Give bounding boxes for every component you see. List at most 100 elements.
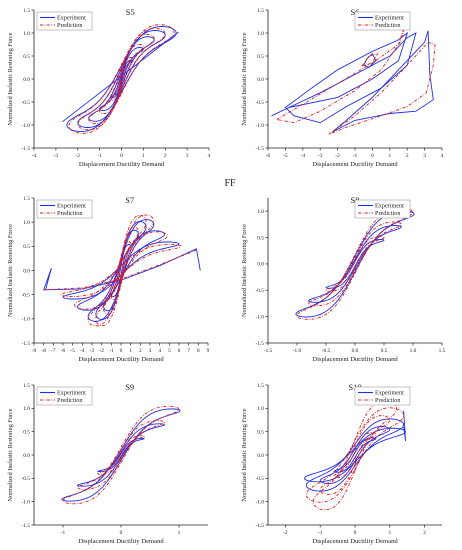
- x-axis-label: Displacement Ductility Demand: [312, 356, 398, 363]
- legend-prediction-label: Prediction: [375, 397, 400, 404]
- legend-prediction-label: Prediction: [57, 210, 82, 217]
- x-axis-label: Displacement Ductility Demand: [312, 538, 398, 545]
- hysteresis-loop: [68, 24, 175, 134]
- hysteresis-loop: [62, 241, 180, 300]
- x-tick-label: -1: [97, 153, 102, 159]
- x-tick-label: 2: [406, 153, 409, 159]
- x-tick-label: 0: [120, 153, 123, 159]
- x-tick-label: 1: [142, 153, 145, 159]
- hysteresis-loop: [296, 207, 414, 320]
- x-tick-label: -0.5: [322, 348, 331, 354]
- x-tick-label: -2: [76, 153, 81, 159]
- y-tick-label: -1.0: [21, 123, 30, 129]
- y-tick-label: -1.5: [255, 341, 264, 347]
- x-tick-label: 1.0: [410, 348, 417, 354]
- series-prediction: [305, 399, 405, 511]
- chart-panel-s5: -4 -3 -2 -1 0 1 2 3 4 -1.5 -1.0 -0.5 0.0 0.5 1.0 1.5 Dis…: [7, 7, 211, 168]
- y-tick-label: 1.5: [23, 196, 30, 202]
- hysteresis-loop: [97, 435, 145, 475]
- panel-label: S9: [125, 382, 134, 392]
- x-tick-label: -5: [70, 348, 75, 354]
- y-tick-label: -1.0: [255, 123, 264, 129]
- y-tick-label: 1.0: [257, 209, 264, 215]
- x-tick-label: -6: [266, 153, 271, 159]
- series-prediction: [296, 207, 414, 320]
- x-axis-label: Displacement Ductility Demand: [79, 161, 165, 168]
- x-tick-label: -1: [61, 530, 66, 536]
- y-tick-label: 0.5: [257, 429, 264, 435]
- x-tick-label: 1.5: [439, 348, 446, 354]
- hysteresis-loop: [61, 408, 181, 502]
- plot-area: [61, 405, 181, 505]
- y-tick-label: -1.5: [21, 146, 30, 152]
- hysteresis-loop: [76, 423, 166, 487]
- y-axis-label: Normalized Inelastic Restoring Force: [7, 32, 14, 125]
- hysteresis-loop: [110, 241, 132, 300]
- plot-area: [62, 24, 179, 134]
- y-axis-label: Normalized Inelastic Restoring Force: [7, 224, 14, 317]
- hysteresis-loop: [325, 239, 385, 289]
- hysteresis-loop: [77, 30, 166, 128]
- series-prediction: [62, 405, 180, 505]
- hysteresis-loop: [77, 420, 165, 490]
- x-tick-label: 4: [158, 348, 161, 354]
- y-tick-label: 1.5: [257, 8, 264, 14]
- x-tick-label: 0: [371, 153, 374, 159]
- x-tick-label: -2: [335, 153, 340, 159]
- legend-prediction-label: Prediction: [57, 22, 82, 29]
- legend-experiment-label: Experiment: [57, 390, 86, 397]
- legend-prediction-label: Prediction: [375, 22, 400, 29]
- x-tick-label: -3: [90, 348, 95, 354]
- legend-experiment-label: Experiment: [57, 15, 86, 22]
- hysteresis-loop: [295, 210, 415, 318]
- hysteresis-loop: [60, 244, 182, 297]
- x-tick-label: -6: [61, 348, 66, 354]
- x-tick-label: 3: [149, 348, 152, 354]
- chart-panel-s10: -2 -1 0 1 2 -1.5 -1.0 -0.5 0.0 0.5 1.0 1.5 Displacem…: [241, 382, 442, 545]
- x-tick-label: -1: [109, 348, 114, 354]
- x-tick-label: -1.0: [293, 348, 302, 354]
- series-experiment: [295, 210, 415, 318]
- figure-title: FF: [224, 178, 236, 189]
- y-tick-label: -1.0: [21, 317, 30, 323]
- y-axis-label: Normalized Inelastic Restoring Force: [7, 408, 14, 501]
- legend-box: [354, 11, 411, 31]
- y-tick-label: 1.0: [23, 220, 30, 226]
- x-tick-label: -2: [99, 348, 104, 354]
- y-axis-label: Normalized Inelastic Restoring Force: [241, 408, 248, 501]
- hysteresis-loop: [95, 221, 147, 320]
- hysteresis-loop: [308, 225, 402, 303]
- plot-area: [295, 207, 415, 320]
- x-tick-label: 0.0: [352, 348, 359, 354]
- x-tick-label: -1: [353, 153, 358, 159]
- hysteresis-loop: [88, 33, 155, 125]
- y-tick-label: -0.5: [255, 288, 264, 294]
- x-tick-label: 4: [208, 153, 211, 159]
- series-prediction: [276, 23, 436, 135]
- legend-box: [36, 386, 93, 406]
- y-tick-label: 0.0: [23, 268, 30, 274]
- hysteresis-loop: [97, 437, 145, 473]
- hysteresis-loop: [319, 415, 391, 495]
- x-tick-label: 1: [178, 530, 181, 536]
- y-tick-label: -0.5: [21, 100, 30, 106]
- y-tick-label: -0.5: [21, 476, 30, 482]
- x-tick-label: 5: [168, 348, 171, 354]
- hysteresis-path: [332, 30, 434, 133]
- y-tick-label: 0.5: [23, 244, 30, 250]
- legend-box: [36, 11, 93, 31]
- x-tick-label: 2: [423, 530, 426, 536]
- series-experiment: [43, 219, 201, 322]
- x-tick-label: -4: [32, 153, 37, 159]
- x-tick-label: 1: [388, 530, 391, 536]
- y-tick-label: -1.5: [255, 523, 264, 529]
- x-tick-label: -3: [54, 153, 59, 159]
- x-tick-label: -2: [283, 530, 288, 536]
- y-tick-label: -1.5: [21, 341, 30, 347]
- legend-experiment-label: Experiment: [375, 15, 404, 22]
- legend-experiment-label: Experiment: [375, 390, 404, 397]
